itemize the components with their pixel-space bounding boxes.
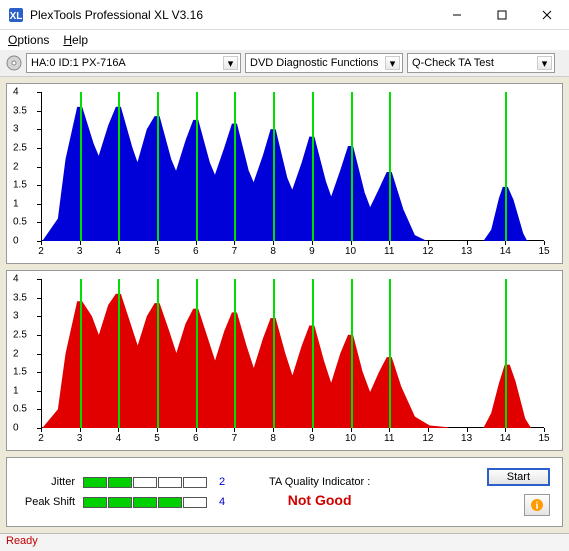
- drive-select-value: HA:0 ID:1 PX-716A: [31, 57, 126, 69]
- status-text: Ready: [6, 535, 38, 547]
- main-panel: 00.511.522.533.5423456789101112131415 00…: [0, 77, 569, 533]
- window-title: PlexTools Professional XL V3.16: [30, 8, 434, 22]
- disc-icon: [6, 55, 22, 71]
- chart-bottom: 00.511.522.533.5423456789101112131415: [6, 270, 563, 451]
- peakshift-bars: [83, 497, 207, 508]
- quality-label: TA Quality Indicator :: [269, 476, 370, 488]
- drive-select[interactable]: HA:0 ID:1 PX-716A ▾: [26, 53, 241, 73]
- svg-text:XL: XL: [10, 11, 23, 22]
- maximize-button[interactable]: [479, 0, 524, 30]
- menubar: Options Help: [0, 30, 569, 50]
- close-button[interactable]: [524, 0, 569, 30]
- statusbar: Ready: [0, 533, 569, 551]
- test-select-value: Q-Check TA Test: [412, 57, 494, 69]
- quality-value: Not Good: [288, 492, 352, 508]
- svg-text:i: i: [536, 501, 539, 512]
- chevron-down-icon: ▾: [223, 56, 238, 70]
- titlebar: XL PlexTools Professional XL V3.16: [0, 0, 569, 30]
- menu-options[interactable]: Options: [8, 33, 49, 47]
- info-icon: i: [530, 498, 544, 512]
- app-icon: XL: [8, 7, 24, 23]
- menu-help[interactable]: Help: [63, 33, 88, 47]
- quality-indicator: TA Quality Indicator : Not Good: [269, 476, 370, 508]
- start-button[interactable]: Start: [487, 468, 550, 486]
- jitter-row: Jitter 2: [19, 476, 229, 488]
- peakshift-row: Peak Shift 4: [19, 496, 229, 508]
- mode-select-value: DVD Diagnostic Functions: [250, 57, 378, 69]
- chart-top: 00.511.522.533.5423456789101112131415: [6, 83, 563, 264]
- minimize-button[interactable]: [434, 0, 479, 30]
- jitter-value: 2: [215, 476, 229, 488]
- peakshift-value: 4: [215, 496, 229, 508]
- mode-select[interactable]: DVD Diagnostic Functions ▾: [245, 53, 403, 73]
- results-panel: Jitter 2 Peak Shift 4 TA Quality Indicat…: [6, 457, 563, 527]
- test-select[interactable]: Q-Check TA Test ▾: [407, 53, 555, 73]
- jitter-label: Jitter: [19, 476, 75, 488]
- chevron-down-icon: ▾: [537, 56, 552, 70]
- chevron-down-icon: ▾: [385, 56, 400, 70]
- jitter-bars: [83, 477, 207, 488]
- peakshift-label: Peak Shift: [19, 496, 75, 508]
- toolbar: HA:0 ID:1 PX-716A ▾ DVD Diagnostic Funct…: [0, 50, 569, 77]
- info-button[interactable]: i: [524, 494, 550, 516]
